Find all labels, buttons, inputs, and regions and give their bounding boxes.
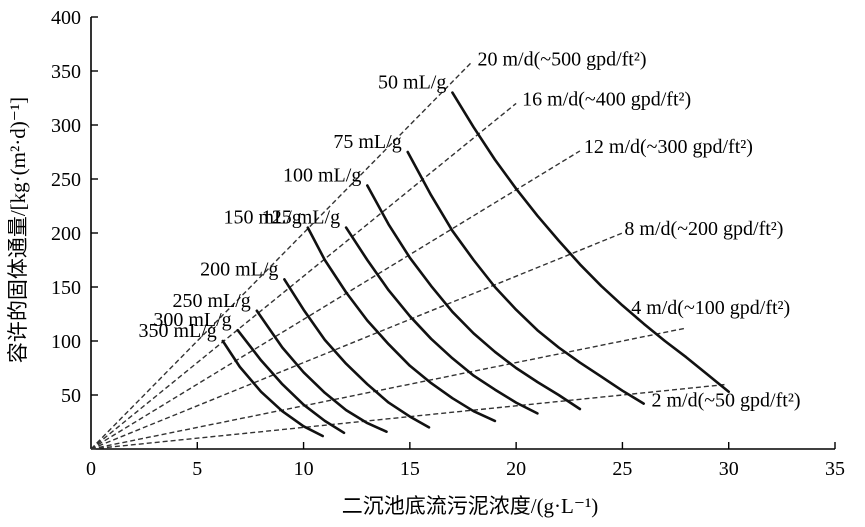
- x-tick-label: 20: [506, 458, 526, 480]
- x-tick-label: 5: [192, 458, 202, 480]
- svi-label: 250 mL/g: [172, 290, 250, 312]
- x-tick-label: 25: [612, 458, 632, 480]
- overflow-rate-line: [90, 61, 473, 450]
- y-tick-label: 250: [51, 169, 81, 191]
- y-tick-label: 50: [61, 385, 81, 407]
- overflow-rate-label: 4 m/d(~100 gpd/ft²): [631, 297, 790, 319]
- y-tick-label: 400: [51, 7, 81, 29]
- overflow-rate-label: 2 m/d(~50 gpd/ft²): [651, 390, 800, 412]
- overflow-rate-label: 12 m/d(~300 gpd/ft²): [584, 136, 753, 158]
- x-tick-label: 10: [294, 458, 314, 480]
- flux-curve: [283, 278, 431, 429]
- overflow-rate-label: 8 m/d(~200 gpd/ft²): [624, 218, 783, 240]
- y-tick-label: 150: [51, 277, 81, 299]
- y-tick-label: 200: [51, 223, 81, 245]
- flux-curve: [406, 150, 645, 405]
- flux-curve: [236, 328, 346, 435]
- overflow-rate-label: 20 m/d(~500 gpd/ft²): [478, 48, 647, 70]
- svi-label: 200 mL/g: [200, 258, 278, 280]
- x-tick-label: 30: [719, 458, 739, 480]
- svi-label: 150 mL/g: [223, 207, 301, 229]
- flux-curve: [344, 226, 539, 415]
- flux-curve: [255, 309, 388, 433]
- x-tick-label: 35: [825, 458, 845, 480]
- svi-label: 125 mL/g: [262, 207, 340, 229]
- x-tick-label: 0: [86, 458, 96, 480]
- flux-curves: [221, 91, 730, 438]
- flux-curve: [366, 184, 582, 411]
- y-tick-label: 300: [51, 115, 81, 137]
- overflow-rate-lines: 20 m/d(~500 gpd/ft²) 16 m/d(~400 gpd/ft²)…: [90, 48, 800, 450]
- y-ticks: 50 100 150 200 250 300 350 400: [51, 7, 98, 407]
- overflow-rate-label: 16 m/d(~400 gpd/ft²): [522, 88, 691, 110]
- overflow-rate-line: [90, 102, 517, 450]
- overflow-rate-line: [90, 327, 687, 450]
- svi-label: 50 mL/g: [378, 72, 446, 94]
- x-tick-label: 15: [400, 458, 420, 480]
- overflow-rate-line: [90, 383, 725, 450]
- svi-label: 300 mL/g: [153, 309, 231, 331]
- y-tick-label: 100: [51, 331, 81, 353]
- svi-label: 75 mL/g: [333, 131, 401, 153]
- svi-label: 350 mL/g: [138, 320, 216, 342]
- y-axis-title: 容许的固体通量/[kg·(m²·d)⁻¹]: [6, 97, 30, 363]
- x-axis-title: 二沉池底流污泥浓度/(g·L⁻¹): [342, 494, 599, 518]
- x-ticks: 0 5 10 15 20 25 30 35: [86, 442, 845, 480]
- flux-curve: [221, 339, 324, 438]
- flux-curve: [306, 226, 497, 423]
- y-tick-label: 350: [51, 61, 81, 83]
- svi-label: 100 mL/g: [283, 164, 361, 186]
- flux-curve: [451, 91, 730, 394]
